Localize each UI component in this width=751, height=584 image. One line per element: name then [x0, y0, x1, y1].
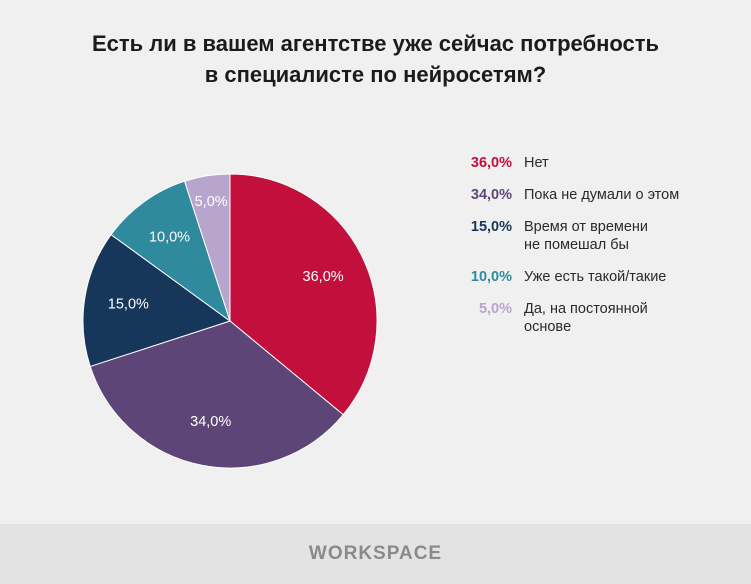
legend-label: Да, на постоянной основe	[524, 301, 648, 335]
pie-slice	[82, 233, 232, 368]
legend-value: 5,0%	[478, 301, 512, 317]
legend-value: 34,0%	[470, 187, 512, 203]
legend-value: 36,0%	[470, 155, 512, 171]
slice-label: 15,0%	[108, 297, 149, 313]
legend-value: 15,0%	[470, 219, 512, 235]
pie-slice	[110, 180, 231, 323]
slice-label: 36,0%	[303, 269, 344, 285]
legend-label: Время от времени не помешал бы	[524, 219, 649, 253]
legend-item: 34,0% Пока не думали о этом	[440, 186, 740, 204]
legend-item: 5,0% Да, на постоянной основe	[440, 300, 740, 336]
legend-item: 10,0% Уже есть такой/такие	[440, 268, 740, 286]
legend-label: Уже есть такой/такие	[524, 269, 667, 285]
legend: 36,0% Нет 34,0% Пока не думали о этом 15,0% В…	[440, 154, 740, 350]
slice-label: 34,0%	[190, 414, 231, 430]
legend-item: 36,0% Нет	[440, 154, 740, 172]
legend-label: Нет	[524, 155, 549, 171]
pie-slice	[229, 173, 378, 416]
footer-logo: WORKSPACE	[0, 524, 751, 584]
chart-title: Есть ли в вашем агентстве уже сейчас пот…	[91, 31, 660, 87]
legend-label: Пока не думали о этом	[524, 187, 680, 203]
legend-item: 15,0% Время от времени не помешал бы	[440, 218, 740, 254]
slice-label: 10,0%	[149, 230, 190, 246]
slice-label: 5,0%	[195, 194, 228, 210]
legend-value: 10,0%	[470, 269, 512, 285]
pie-chart: 36,0% 34,0% 15,0% 10,0% 5,0%	[82, 173, 378, 469]
pie-slice	[89, 320, 344, 469]
pie-slice	[183, 173, 231, 322]
